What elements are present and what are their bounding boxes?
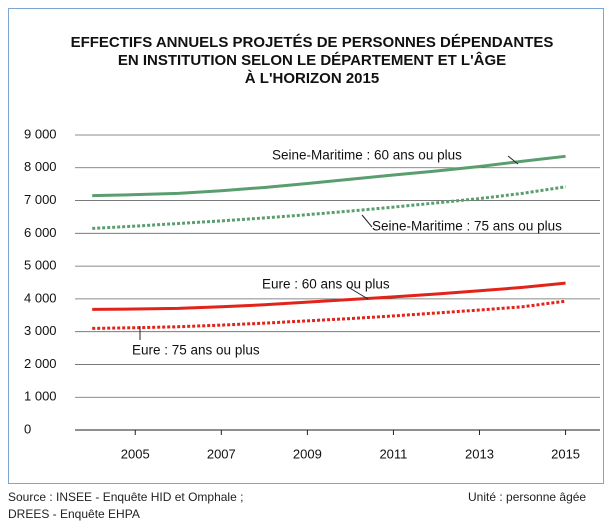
- annotation-leader: [507, 155, 519, 165]
- annotation: Seine-Maritime : 75 ans ou plus: [372, 219, 562, 234]
- y-tick-label: 8 000: [24, 159, 57, 174]
- chart-title: À L'HORIZON 2015: [245, 70, 379, 87]
- line-series: [92, 154, 566, 198]
- y-tick-label: 2 000: [24, 356, 57, 371]
- y-tick-label: 7 000: [24, 192, 57, 207]
- annotation-leader: [361, 214, 373, 228]
- x-tick-label: 2011: [379, 446, 407, 461]
- chart-title: EN INSTITUTION SELON LE DÉPARTEMENT ET L…: [118, 51, 506, 69]
- source: Source : INSEE - Enquête HID et Omphale …: [8, 490, 244, 504]
- y-tick-label: 5 000: [24, 258, 57, 273]
- annotation: Eure : 60 ans ou plus: [262, 277, 390, 292]
- annotation: Eure : 75 ans ou plus: [132, 343, 260, 358]
- y-tick-label: 4 000: [24, 290, 57, 305]
- x-tick-label: 2009: [293, 446, 322, 461]
- chart: EFFECTIFS ANNUELS PROJETÉS DE PERSONNES …: [24, 34, 600, 461]
- source: DREES - Enquête EHPA: [8, 507, 140, 521]
- annotation-leader: [347, 286, 369, 300]
- chart-title: EFFECTIFS ANNUELS PROJETÉS DE PERSONNES …: [71, 34, 554, 51]
- annotation: Seine-Maritime : 60 ans ou plus: [272, 148, 462, 163]
- x-tick-label: 2005: [121, 446, 150, 461]
- x-tick-label: 2015: [551, 446, 580, 461]
- chart-frame: [8, 8, 604, 484]
- line-series: [92, 185, 566, 230]
- line-series: [92, 281, 566, 311]
- unit: Unité : personne âgée: [468, 490, 587, 504]
- x-tick-label: 2007: [207, 446, 236, 461]
- y-tick-label: 1 000: [24, 389, 57, 404]
- line-series: [92, 299, 566, 330]
- y-tick-label: 3 000: [24, 323, 57, 338]
- y-tick-label: 0: [24, 421, 31, 436]
- y-tick-label: 9 000: [24, 126, 57, 141]
- y-tick-label: 6 000: [24, 225, 57, 240]
- x-tick-label: 2013: [465, 446, 494, 461]
